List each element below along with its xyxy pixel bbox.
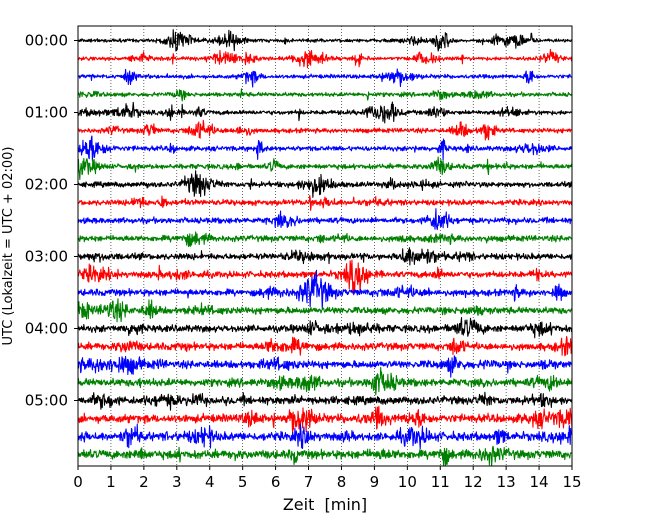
trace-19 <box>78 366 572 396</box>
trace-22 <box>78 423 572 450</box>
trace-21 <box>78 405 572 436</box>
x-tick-label-2: 2 <box>139 473 149 491</box>
vertical-gridlines <box>110 26 540 466</box>
trace-10 <box>78 208 572 231</box>
y-tick-label-4: 04:00 <box>25 320 68 338</box>
x-tick-label-0: 0 <box>73 473 83 491</box>
x-axis-label: Zeit [min] <box>283 495 367 514</box>
x-tick-label-8: 8 <box>337 473 347 491</box>
x-tick-label-12: 12 <box>464 473 483 491</box>
trace-11 <box>78 231 572 248</box>
trace-7 <box>78 156 572 181</box>
trace-1 <box>78 48 572 69</box>
trace-17 <box>78 335 572 357</box>
trace-9 <box>78 194 572 211</box>
trace-3 <box>78 88 572 102</box>
trace-5 <box>78 119 572 141</box>
x-tick-label-7: 7 <box>304 473 314 491</box>
trace-13 <box>78 259 572 294</box>
trace-20 <box>78 391 572 411</box>
trace-4 <box>78 101 572 124</box>
trace-12 <box>78 247 572 266</box>
x-tick-label-6: 6 <box>271 473 281 491</box>
trace-23 <box>78 445 572 466</box>
y-tick-label-5: 05:00 <box>25 392 68 410</box>
x-tick-label-14: 14 <box>530 473 549 491</box>
y-axis-ticks: 00:00 01:00 02:00 03:00 04:00 05:00 <box>25 32 78 410</box>
y-tick-label-2: 02:00 <box>25 176 68 194</box>
trace-18 <box>78 355 572 378</box>
trace-15 <box>78 298 572 323</box>
y-tick-label-3: 03:00 <box>25 248 68 266</box>
trace-14 <box>78 269 572 310</box>
x-tick-label-10: 10 <box>398 473 417 491</box>
y-tick-label-0: 00:00 <box>25 32 68 50</box>
trace-16 <box>78 317 572 339</box>
x-tick-label-5: 5 <box>238 473 248 491</box>
x-tick-label-13: 13 <box>497 473 516 491</box>
x-tick-label-1: 1 <box>106 473 116 491</box>
trace-6 <box>78 135 572 162</box>
y-tick-label-1: 01:00 <box>25 104 68 122</box>
trace-0 <box>78 29 572 52</box>
plot-background <box>78 26 572 466</box>
x-tick-label-15: 15 <box>562 473 581 491</box>
x-axis-ticks: 0 1 2 3 4 5 6 7 8 9 10 11 12 13 14 15 <box>73 466 582 491</box>
trace-8 <box>78 170 572 198</box>
seismic-traces <box>78 29 572 466</box>
trace-2 <box>78 68 572 88</box>
x-tick-label-11: 11 <box>431 473 450 491</box>
y-axis-label: UTC (Lokalzeit = UTC + 02:00) <box>1 147 16 346</box>
x-tick-label-4: 4 <box>205 473 215 491</box>
x-tick-label-3: 3 <box>172 473 182 491</box>
plot-frame <box>77 25 573 467</box>
x-tick-label-9: 9 <box>370 473 380 491</box>
